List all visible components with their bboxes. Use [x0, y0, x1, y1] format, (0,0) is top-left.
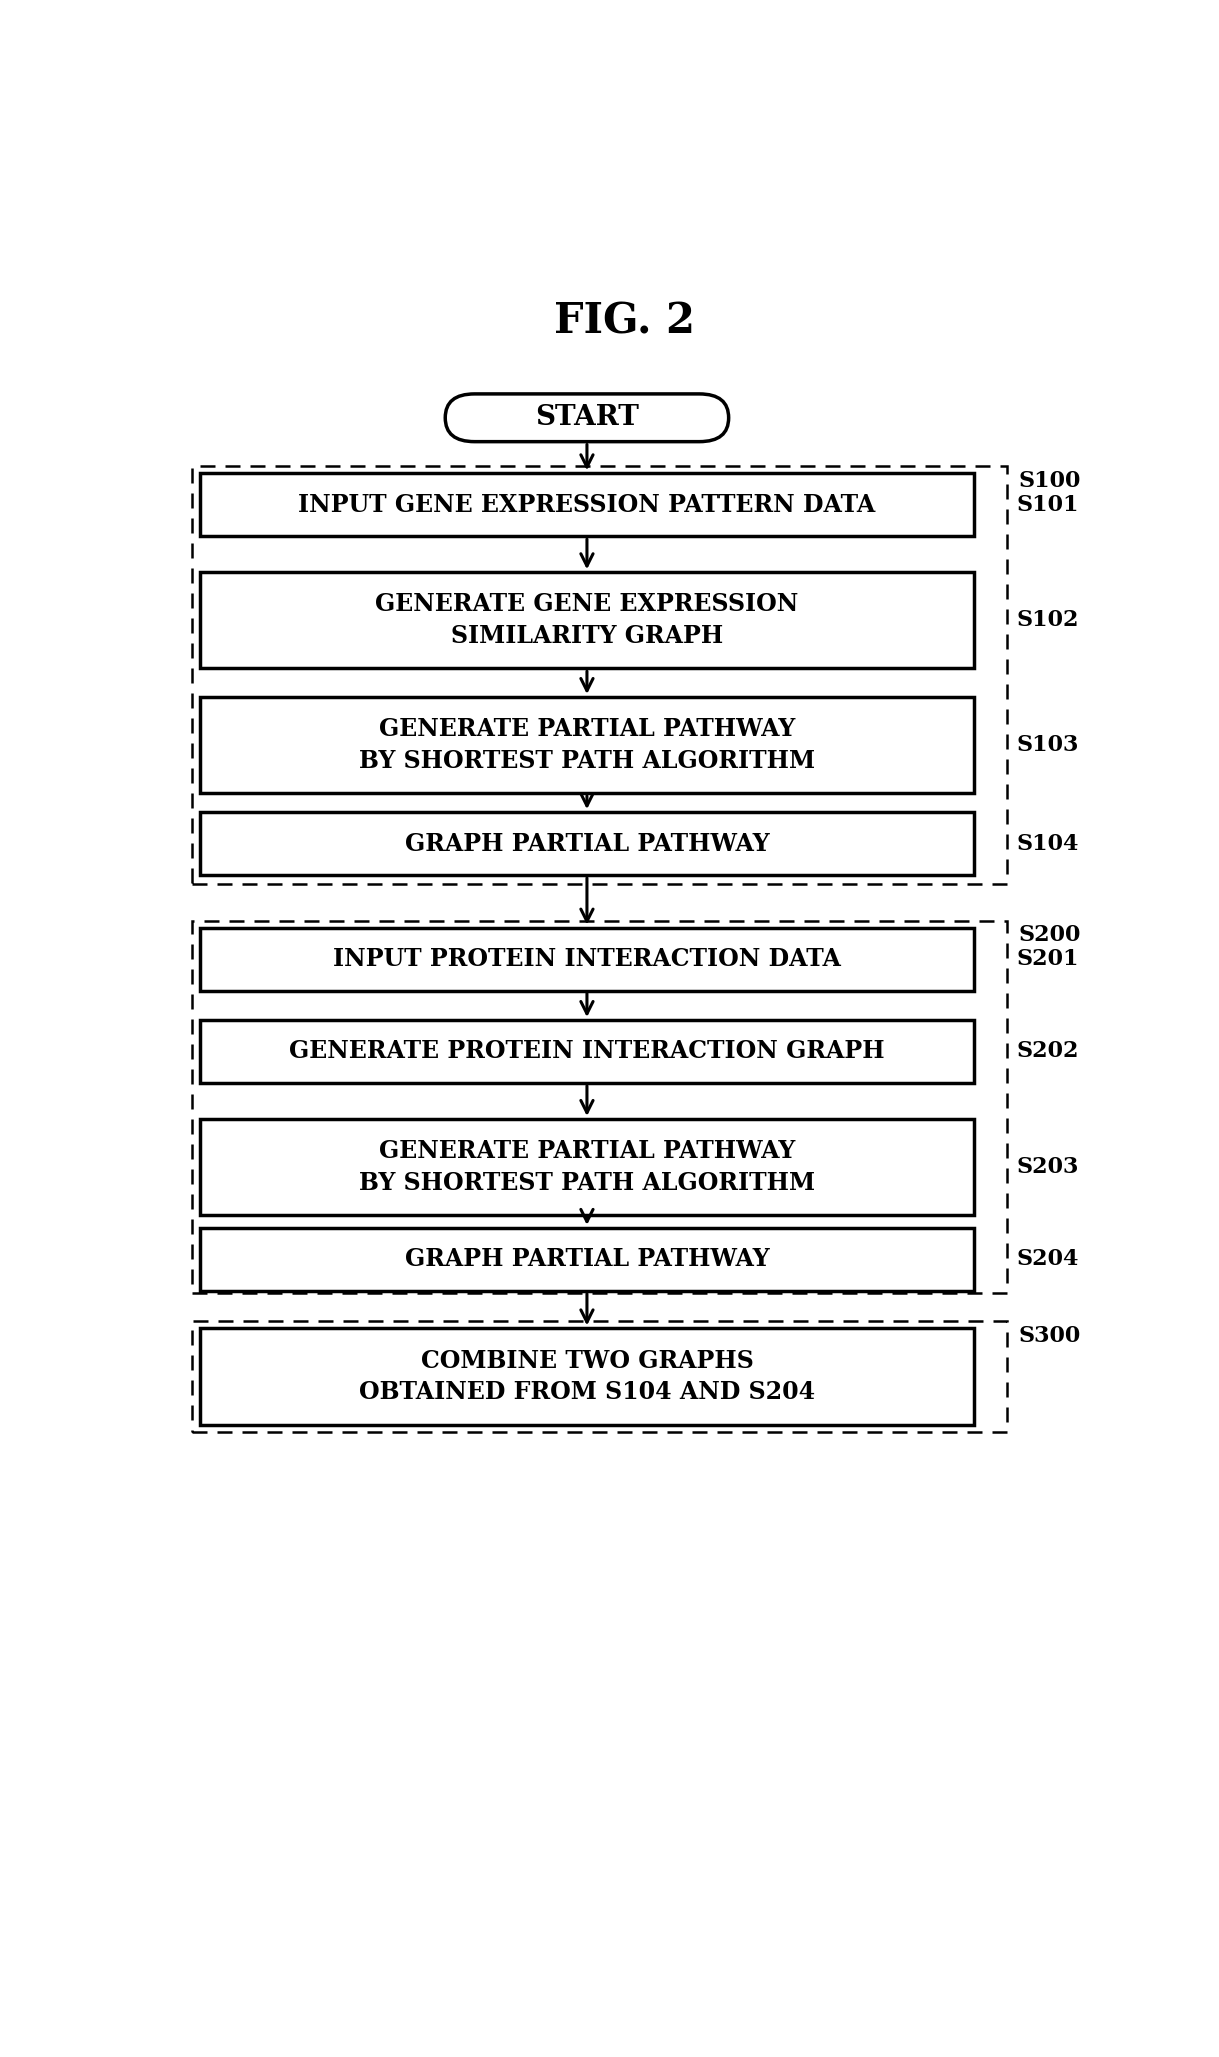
FancyBboxPatch shape — [445, 393, 729, 442]
Bar — [200, 1228, 974, 1292]
Text: COMBINE TWO GRAPHS
OBTAINED FROM S104 AND S204: COMBINE TWO GRAPHS OBTAINED FROM S104 AN… — [358, 1349, 816, 1405]
Text: S102: S102 — [1017, 609, 1079, 631]
Text: GRAPH PARTIAL PATHWAY: GRAPH PARTIAL PATHWAY — [405, 1247, 769, 1271]
Text: S100: S100 — [1019, 471, 1081, 492]
Bar — [193, 467, 1007, 885]
Text: S103: S103 — [1017, 734, 1079, 757]
Text: INPUT PROTEIN INTERACTION DATA: INPUT PROTEIN INTERACTION DATA — [333, 946, 841, 971]
Bar — [200, 473, 974, 537]
Text: S200: S200 — [1019, 924, 1081, 946]
Text: GENERATE PROTEIN INTERACTION GRAPH: GENERATE PROTEIN INTERACTION GRAPH — [289, 1039, 885, 1063]
Bar — [200, 1020, 974, 1084]
Bar — [200, 813, 974, 874]
Text: GRAPH PARTIAL PATHWAY: GRAPH PARTIAL PATHWAY — [405, 831, 769, 856]
Text: FIG. 2: FIG. 2 — [555, 300, 695, 344]
Text: S101: S101 — [1017, 494, 1079, 516]
Bar — [200, 1329, 974, 1426]
Bar — [200, 572, 974, 669]
Text: GENERATE PARTIAL PATHWAY
BY SHORTEST PATH ALGORITHM: GENERATE PARTIAL PATHWAY BY SHORTEST PAT… — [358, 718, 816, 773]
Bar — [200, 928, 974, 991]
Bar — [200, 1119, 974, 1216]
Text: S204: S204 — [1017, 1249, 1079, 1271]
Bar — [193, 1321, 1007, 1432]
Text: S202: S202 — [1017, 1041, 1079, 1063]
Text: S104: S104 — [1017, 833, 1079, 854]
Text: S300: S300 — [1019, 1325, 1081, 1347]
Text: GENERATE GENE EXPRESSION
SIMILARITY GRAPH: GENERATE GENE EXPRESSION SIMILARITY GRAP… — [375, 592, 798, 648]
Text: GENERATE PARTIAL PATHWAY
BY SHORTEST PATH ALGORITHM: GENERATE PARTIAL PATHWAY BY SHORTEST PAT… — [358, 1140, 816, 1195]
Text: START: START — [535, 405, 639, 432]
Text: S201: S201 — [1017, 948, 1079, 971]
Bar — [200, 697, 974, 794]
Bar — [193, 922, 1007, 1294]
Text: INPUT GENE EXPRESSION PATTERN DATA: INPUT GENE EXPRESSION PATTERN DATA — [299, 494, 875, 516]
Text: S203: S203 — [1017, 1156, 1079, 1179]
